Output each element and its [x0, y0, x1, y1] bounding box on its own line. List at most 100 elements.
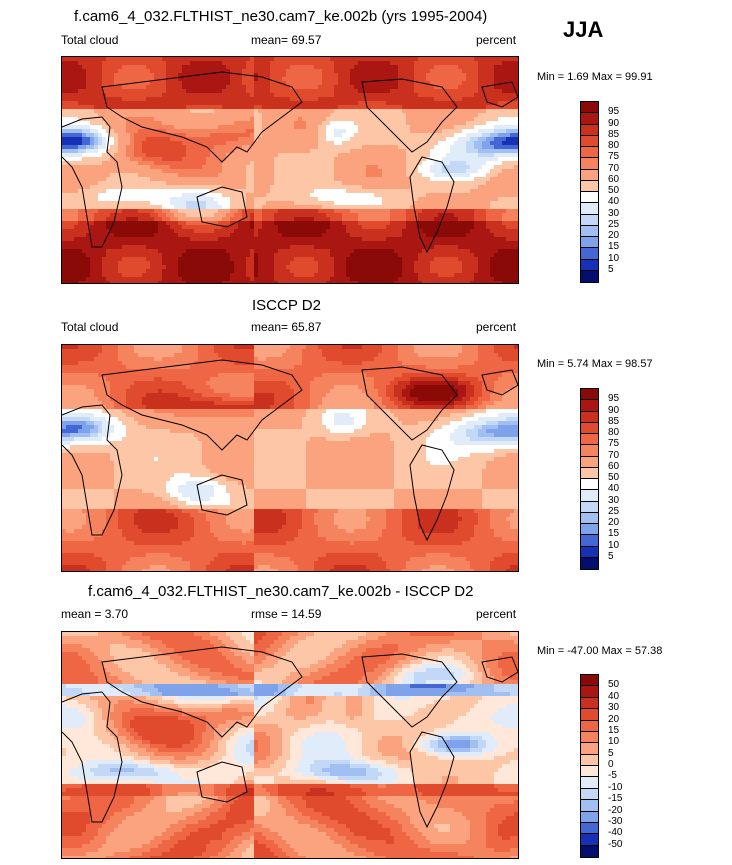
colorbar-segment: [581, 788, 598, 801]
colorbar-tick-label: 80: [608, 140, 620, 151]
panel-3-mean-label: mean = 3.70: [61, 607, 129, 621]
colorbar-segment: [581, 456, 598, 468]
colorbar-segment: [581, 845, 598, 857]
colorbar-tick-label: 90: [608, 117, 620, 129]
coastline: [196, 186, 248, 228]
panel-2-variable-label: Total cloud: [61, 320, 119, 334]
colorbar-segment: [581, 479, 598, 491]
colorbar-tick-label: 40: [608, 483, 620, 495]
coastline: [196, 761, 248, 803]
panel-3-units-label: percent: [476, 607, 517, 621]
colorbar-tick-label: -15: [608, 793, 623, 805]
colorbar-tick-label: 85: [608, 128, 620, 140]
colorbar-segment: [581, 237, 598, 249]
colorbar-segment: [581, 766, 598, 778]
panel-1-variable-label: Total cloud: [61, 33, 119, 47]
colorbar-tick-label: -30: [608, 815, 623, 827]
coastline: [101, 359, 303, 451]
colorbar-tick-label: 20: [608, 713, 620, 725]
colorbar-segment: [581, 754, 598, 766]
colorbar-segment: [581, 192, 598, 204]
panel-3-title: f.cam6_4_032.FLTHIST_ne30.cam7_ke.002b -…: [88, 583, 474, 600]
coastline: [361, 78, 458, 153]
colorbar-segment: [581, 686, 598, 698]
colorbar-segment: [581, 743, 598, 755]
colorbar-tick-label: 5: [608, 747, 614, 759]
panel-2-units-label: percent: [476, 320, 517, 334]
colorbar-tick-label: 30: [608, 494, 620, 506]
colorbar-tick-label: 15: [608, 241, 620, 253]
colorbar-tick-label: 70: [608, 449, 620, 461]
colorbar-segment: [581, 225, 598, 237]
colorbar-segment: [581, 811, 598, 823]
colorbar-segment: [581, 102, 598, 114]
colorbar-segment: [581, 158, 598, 170]
colorbar-segment: [581, 124, 598, 136]
colorbar-segment: [581, 467, 598, 479]
colorbar-tick-label: 25: [608, 218, 620, 230]
colorbar-segment: [581, 675, 598, 687]
colorbar-tick-label: 60: [608, 173, 620, 185]
panel-1-mean-label: mean= 69.57: [251, 33, 322, 47]
coastline: [361, 366, 458, 441]
colorbar-tick-label: 80: [608, 427, 620, 438]
colorbar-tick-label: -50: [608, 838, 623, 850]
colorbar-segment: [581, 524, 598, 536]
colorbar-segment: [581, 113, 598, 125]
panel-1-colorbar: [580, 101, 599, 283]
colorbar-segment: [581, 535, 598, 547]
colorbar-tick-label: 15: [608, 724, 620, 736]
colorbar-segment: [581, 501, 598, 513]
colorbar-tick-label: 70: [608, 162, 620, 174]
colorbar-segment: [581, 259, 598, 271]
colorbar-segment: [581, 822, 598, 835]
colorbar-segment: [581, 434, 598, 446]
colorbar-tick-label: 30: [608, 702, 620, 714]
colorbar-tick-label: 95: [608, 106, 620, 118]
colorbar-segment: [581, 709, 598, 721]
colorbar-tick-label: 95: [608, 393, 620, 405]
colorbar-tick-label: 10: [608, 252, 620, 264]
colorbar-segment: [581, 180, 598, 192]
coastline: [481, 81, 518, 108]
coastline: [481, 369, 518, 396]
colorbar-segment: [581, 400, 598, 412]
panel-2-title: ISCCP D2: [252, 297, 321, 314]
panel-3-colorbar: [580, 674, 599, 858]
coastline: [481, 656, 518, 683]
coastline: [196, 474, 248, 516]
colorbar-tick-label: 90: [608, 404, 620, 416]
panel-2-mean-label: mean= 65.87: [251, 320, 322, 334]
colorbar-segment: [581, 389, 598, 401]
panel-1-title: f.cam6_4_032.FLTHIST_ne30.cam7_ke.002b (…: [74, 8, 488, 25]
colorbar-tick-label: 10: [608, 736, 620, 748]
colorbar-segment: [581, 169, 598, 181]
panel-1-units-label: percent: [476, 33, 517, 47]
coastline: [101, 646, 303, 738]
colorbar-segment: [581, 422, 598, 434]
panel-2-map: [61, 344, 519, 572]
colorbar-tick-label: 60: [608, 460, 620, 472]
colorbar-segment: [581, 731, 598, 744]
colorbar-tick-label: 30: [608, 207, 620, 219]
coastline: [62, 116, 123, 248]
colorbar-segment: [581, 720, 598, 732]
colorbar-segment: [581, 800, 598, 812]
colorbar-tick-label: 5: [608, 263, 614, 275]
colorbar-tick-label: 40: [608, 196, 620, 208]
colorbar-segment: [581, 248, 598, 260]
colorbar-segment: [581, 546, 598, 558]
colorbar-segment: [581, 490, 598, 502]
colorbar-tick-label: -40: [608, 827, 623, 839]
panel-1-map: [61, 56, 519, 284]
panel-1-map-field: [62, 57, 518, 283]
panel-1-minmax: Min = 1.69 Max = 99.91: [537, 71, 653, 83]
coastline: [62, 404, 123, 536]
panel-3-minmax: Min = -47.00 Max = 57.38: [537, 645, 663, 657]
colorbar-segment: [581, 697, 598, 710]
colorbar-tick-label: 50: [608, 472, 620, 483]
coastline: [101, 71, 303, 163]
season-label: JJA: [563, 17, 604, 42]
colorbar-tick-label: 10: [608, 539, 620, 551]
panel-3-map-field: [62, 632, 518, 858]
